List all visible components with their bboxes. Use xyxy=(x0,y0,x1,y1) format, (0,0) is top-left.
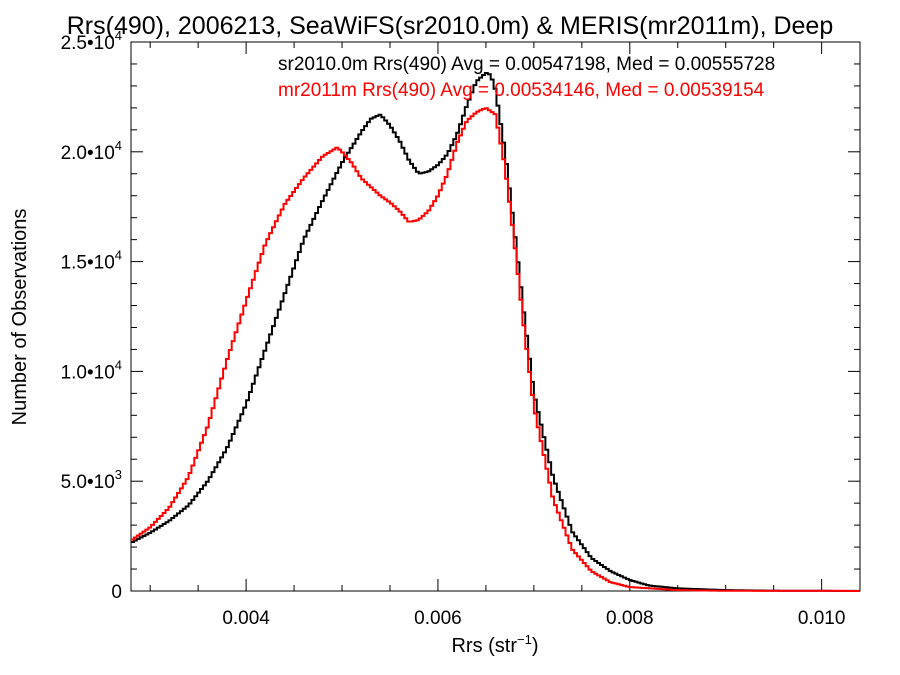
series-sr2010-line xyxy=(131,71,861,592)
axis-ticks: 0.004 0.006 0.008 0.010 0 5.0•103 1.0•104 1.5•1… xyxy=(61,28,860,629)
plot-frame xyxy=(130,41,861,592)
y-tick-label: 5.0•103 xyxy=(61,467,122,493)
x-tick-label: 0.006 xyxy=(414,608,462,629)
x-tick-label: 0.008 xyxy=(606,608,654,629)
series-mr2011-line xyxy=(131,107,861,592)
y-axis-label: Number of Observations xyxy=(9,209,31,426)
y-tick-label: 1.5•104 xyxy=(61,248,122,274)
y-tick-label: 2.0•104 xyxy=(61,138,122,164)
legend-entry-sr2010: sr2010.0m Rrs(490) Avg = 0.00547198, Med… xyxy=(278,54,775,75)
y-tick-label: 0 xyxy=(111,582,122,603)
x-axis-label: Rrs (str−1) xyxy=(451,632,538,657)
chart-title: Rrs(490), 2006213, SeaWiFS(sr2010.0m) & … xyxy=(67,12,833,40)
x-tick-label: 0.004 xyxy=(222,608,270,629)
y-tick-label: 1.0•104 xyxy=(61,357,122,383)
x-axis-label-sup: −1 xyxy=(517,632,532,647)
legend-entry-mr2011: mr2011m Rrs(490) Avg = 0.00534146, Med =… xyxy=(278,80,765,101)
legend: sr2010.0m Rrs(490) Avg = 0.00547198, Med… xyxy=(278,54,775,101)
x-axis-label-end: ) xyxy=(532,635,539,657)
series-layer xyxy=(131,71,861,592)
x-axis-label-main: Rrs (str xyxy=(451,635,517,657)
y-tick-label: 2.5•104 xyxy=(61,28,122,54)
x-tick-label: 0.010 xyxy=(798,608,846,629)
